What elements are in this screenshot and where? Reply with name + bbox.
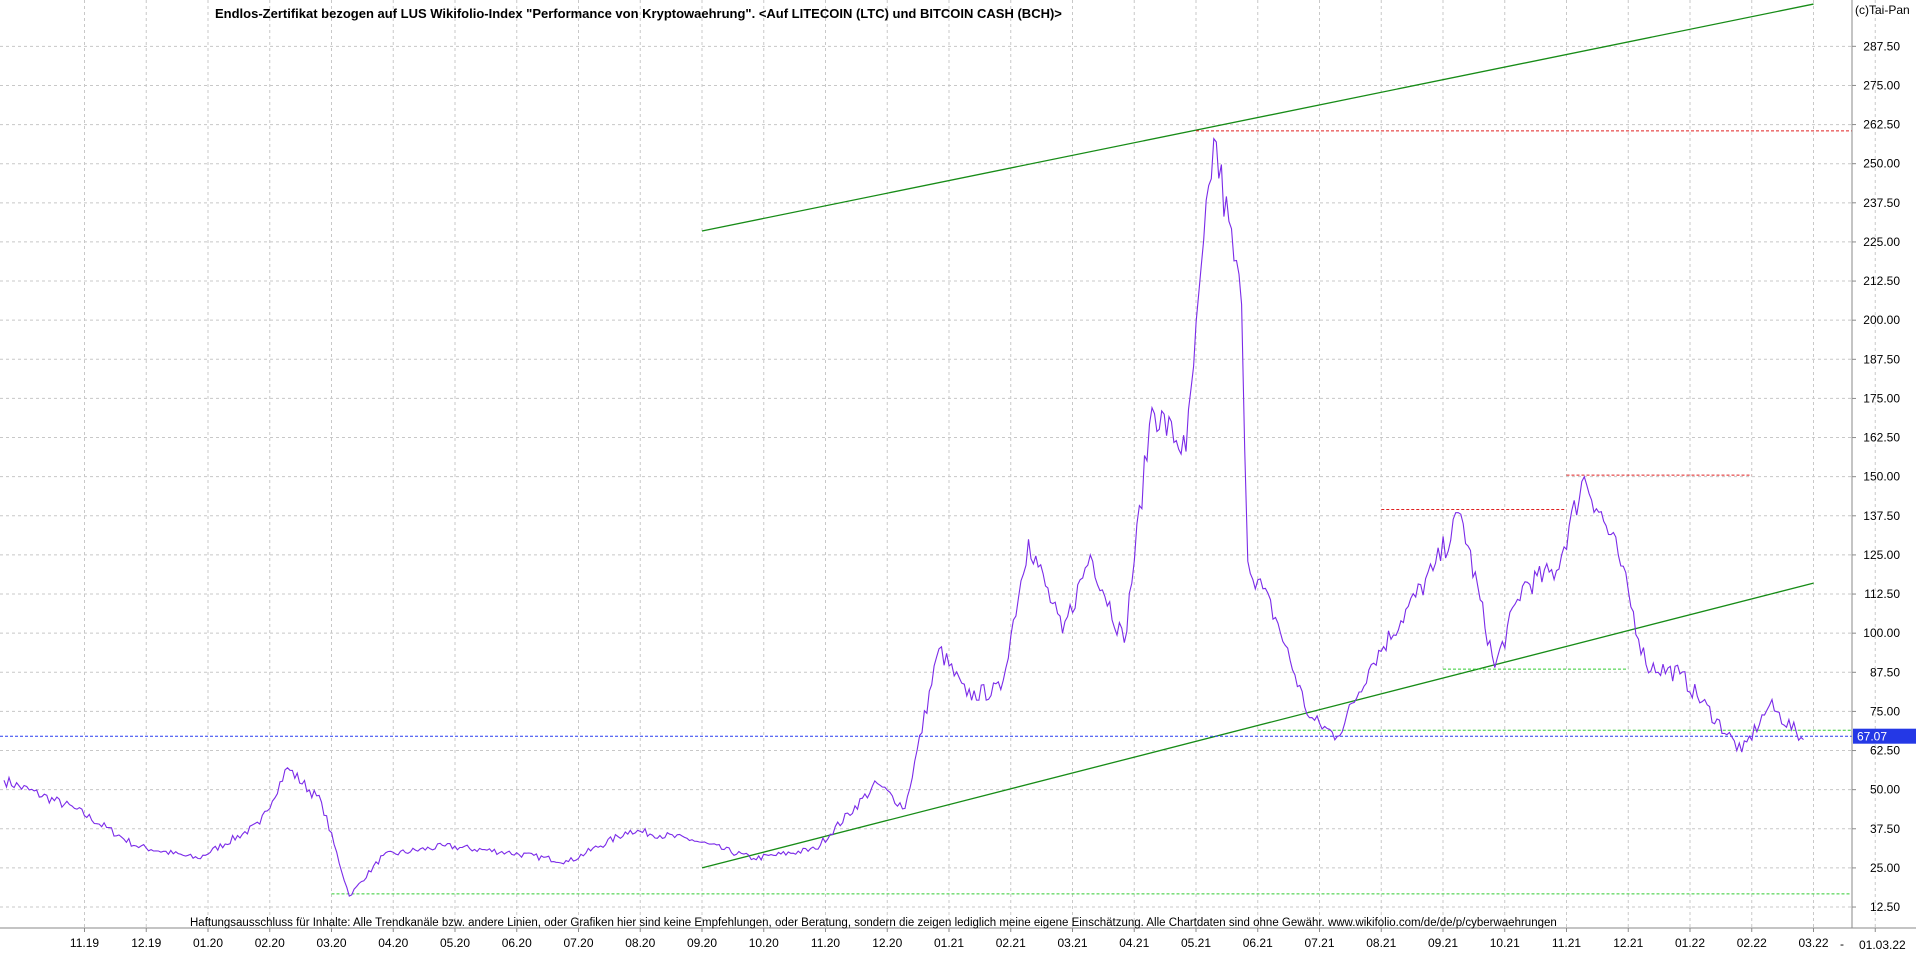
x-tick-label: 04.21: [1119, 936, 1149, 950]
y-tick-label: 175.00: [1863, 391, 1900, 405]
x-tick-label: 09.21: [1428, 936, 1458, 950]
grid: [0, 0, 1876, 928]
y-tick-label: 237.50: [1863, 196, 1900, 210]
y-tick-label: 125.00: [1863, 548, 1900, 562]
trendline: [701, 3, 1814, 232]
x-tick-label: 10.21: [1490, 936, 1520, 950]
y-tick-label: 150.00: [1863, 470, 1900, 484]
series-line: [3, 137, 1804, 897]
x-tick-label: 12.19: [131, 936, 161, 950]
y-tick-label: 62.50: [1870, 744, 1900, 758]
y-tick-label: 75.00: [1870, 704, 1900, 718]
x-tick-label: 12.20: [872, 936, 902, 950]
x-tick-label: 11.21: [1552, 936, 1581, 950]
x-tick-label: 09.20: [687, 936, 717, 950]
x-tick-label: 06.20: [502, 936, 532, 950]
y-tick-label: 100.00: [1863, 626, 1900, 640]
y-tick-label: 250.00: [1863, 157, 1900, 171]
y-tick-label: 50.00: [1870, 783, 1900, 797]
axis-dash: -: [1840, 937, 1844, 951]
trendline: [701, 582, 1814, 869]
y-tick-label: 87.50: [1870, 665, 1900, 679]
x-tick-label: 12.21: [1613, 936, 1643, 950]
x-tick-label: 06.21: [1243, 936, 1273, 950]
disclaimer-text: Haftungsausschluss für Inhalte: Alle Tre…: [190, 917, 1557, 929]
y-tick-label: 37.50: [1870, 822, 1900, 836]
x-tick-label: 02.21: [996, 936, 1026, 950]
annotations: [0, 3, 1852, 895]
x-tick-label: 03.22: [1798, 936, 1828, 950]
x-axis-ticks: 11.19 12.19 01.20 02.20 03.20 04.20 05.20 06.20…: [70, 928, 1891, 950]
y-tick-label: 137.50: [1863, 509, 1900, 523]
y-tick-label: 212.50: [1863, 274, 1900, 288]
y-tick-label: 200.00: [1863, 313, 1900, 327]
last-date-label: 01.03.22: [1859, 938, 1906, 952]
y-tick-label: 162.50: [1863, 431, 1900, 445]
y-axis-ticks: 12.50 25.00 37.50 50.00 62.50 75.00 87.50 100.0…: [1852, 39, 1900, 914]
series-layer: [3, 137, 1804, 897]
y-tick-label: 187.50: [1863, 352, 1900, 366]
y-tick-label: 112.50: [1864, 587, 1900, 601]
x-tick-label: 01.21: [934, 936, 964, 950]
current-value-badge: 67.07: [1853, 728, 1916, 744]
x-tick-label: 04.20: [378, 936, 408, 950]
x-tick-label: 11.19: [70, 936, 99, 950]
x-tick-label: 03.21: [1057, 936, 1087, 950]
x-tick-label: 01.20: [193, 936, 223, 950]
y-tick-label: 225.00: [1863, 235, 1900, 249]
y-tick-label: 287.50: [1863, 39, 1900, 53]
y-tick-label: 12.50: [1870, 900, 1900, 914]
y-tick-label: 262.50: [1863, 118, 1900, 132]
x-tick-label: 01.22: [1675, 936, 1705, 950]
last-date-badge-bg: [1854, 937, 1916, 952]
y-tick-label: 275.00: [1863, 78, 1900, 92]
x-tick-label: 05.21: [1181, 936, 1211, 950]
chart-title: Endlos-Zertifikat bezogen auf LUS Wikifo…: [215, 6, 1062, 21]
x-tick-label: 05.20: [440, 936, 470, 950]
x-tick-label: 07.21: [1304, 936, 1334, 950]
x-tick-label: 10.20: [749, 936, 779, 950]
x-tick-label: 08.20: [625, 936, 655, 950]
current-value-label: 67.07: [1857, 730, 1887, 744]
x-tick-label: 08.21: [1366, 936, 1396, 950]
copyright-label: (c)Tai-Pan: [1855, 3, 1910, 17]
x-tick-label: 02.22: [1737, 936, 1767, 950]
last-date-badge: 01.03.22: [1854, 937, 1916, 952]
current-value-badge-bg: [1853, 728, 1916, 744]
y-tick-label: 25.00: [1870, 861, 1900, 875]
x-tick-label: 02.20: [255, 936, 285, 950]
x-tick-label: 03.20: [316, 936, 346, 950]
x-tick-label: 11.20: [811, 936, 840, 950]
x-tick-label: 07.20: [563, 936, 593, 950]
